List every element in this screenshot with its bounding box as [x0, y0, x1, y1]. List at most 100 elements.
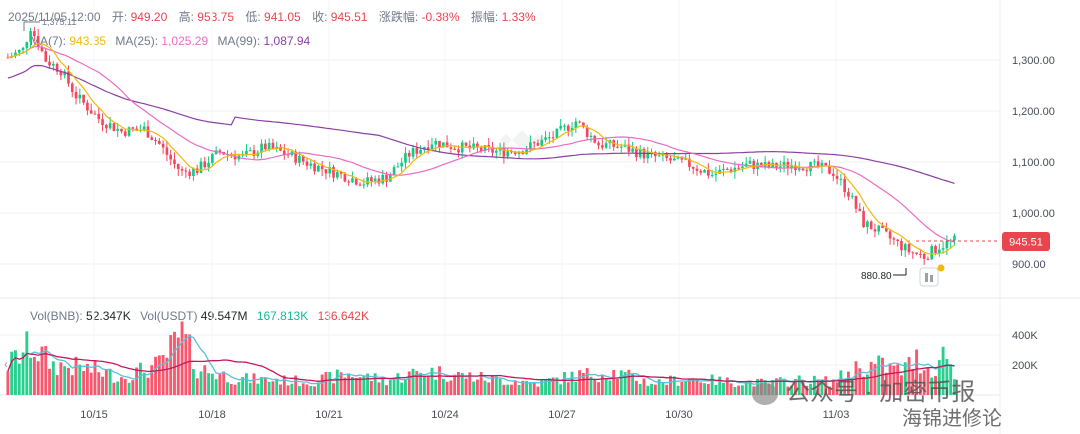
- candle-body: [309, 163, 313, 166]
- volume-bar: [191, 369, 195, 395]
- volume-bar: [286, 385, 290, 395]
- candle-body: [937, 249, 941, 253]
- candle-body: [441, 142, 445, 148]
- volume-bar: [256, 383, 260, 395]
- candle-body: [479, 147, 483, 151]
- time-axis: 10/15 10/18 10/21 10/24 10/27 10/30 11/03: [80, 409, 849, 421]
- volume-bar: [498, 378, 502, 395]
- volume-bar: [528, 382, 532, 395]
- candle-body: [449, 147, 453, 149]
- volume-bar: [555, 377, 559, 395]
- candle-body: [646, 152, 650, 159]
- volume-bar: [294, 375, 298, 395]
- volume-bar: [290, 383, 294, 395]
- low-label: 低:: [245, 10, 261, 24]
- volume-bar: [869, 361, 873, 395]
- volume-bar: [279, 384, 282, 395]
- candle-body: [797, 168, 801, 171]
- volume-bar: [297, 386, 301, 395]
- candle-body: [370, 177, 373, 182]
- candle-body: [953, 235, 956, 241]
- volume-bar: [472, 381, 476, 395]
- scroll-left-icon[interactable]: ‹: [4, 357, 8, 371]
- candle-body: [150, 137, 154, 141]
- volume-bar: [82, 371, 86, 395]
- candle-body: [801, 168, 805, 171]
- volume-bar: [483, 380, 487, 395]
- amplitude-value: 1.33%: [501, 10, 536, 24]
- volume-bar: [797, 375, 801, 395]
- candle-body: [900, 241, 903, 251]
- volume-bar: [199, 371, 203, 395]
- candle-body: [158, 141, 161, 144]
- candle-body: [472, 143, 475, 149]
- volume-bar: [74, 356, 78, 395]
- volume-bar: [248, 382, 252, 395]
- candle-body: [930, 245, 934, 260]
- candle-body: [82, 94, 85, 103]
- candle-body: [411, 148, 415, 157]
- volume-bar: [362, 376, 366, 395]
- candle-body: [494, 150, 498, 153]
- watermark-line-2: 海锦进修论: [902, 402, 1002, 431]
- volume-bar: [926, 367, 930, 395]
- volume-bar: [593, 379, 597, 395]
- candle-body: [835, 175, 839, 179]
- volume-bar: [434, 379, 438, 395]
- volume-bar: [426, 376, 430, 395]
- close-label: 收:: [312, 10, 328, 24]
- volume-bar: [377, 382, 381, 395]
- volume-bar: [392, 378, 396, 395]
- candle-body: [59, 71, 63, 76]
- ohlc-info-bar: 2025/11/05 12:00 开: 949.20 高: 953.75 低: …: [8, 8, 536, 25]
- volume-bar: [608, 380, 612, 395]
- high-value: 953.75: [197, 10, 234, 24]
- volume-bar: [949, 365, 953, 395]
- vol-bnb-value: 52.347K: [86, 309, 131, 323]
- volume-bar: [146, 377, 150, 395]
- volume-bar: [263, 377, 267, 395]
- candle-body: [862, 210, 865, 228]
- candle-body: [438, 140, 441, 148]
- candle-body: [544, 137, 547, 140]
- volume-bar: [229, 384, 233, 395]
- volume-bar: [305, 384, 309, 395]
- volume-bar: [85, 363, 89, 395]
- volume-bar: [320, 374, 324, 395]
- candle-body: [536, 142, 540, 146]
- candle-body: [468, 145, 472, 149]
- min-price-marker: 880.80: [861, 268, 907, 282]
- volume-bar: [793, 379, 797, 395]
- volume-bar: [551, 377, 555, 395]
- candle-body: [582, 122, 585, 127]
- candle-body: [396, 166, 400, 168]
- candle-body: [854, 195, 858, 209]
- candle-body: [525, 149, 528, 155]
- volume-bar: [544, 379, 547, 395]
- volume-bar: [21, 352, 25, 395]
- volume-bar: [422, 376, 426, 395]
- candle-body: [491, 146, 494, 153]
- volume-bar: [381, 376, 385, 395]
- candle-body: [661, 153, 665, 156]
- volume-bar: [744, 380, 748, 395]
- volume-bar: [373, 373, 377, 395]
- volume-bar: [706, 383, 710, 395]
- volume-bar: [684, 381, 688, 395]
- candle-body: [903, 244, 907, 251]
- volume-bar: [900, 375, 903, 395]
- volume-bar: [491, 375, 494, 395]
- volume-bar: [589, 376, 593, 395]
- candle-body: [869, 221, 873, 230]
- candle-body: [566, 125, 570, 131]
- chart-widget-icon[interactable]: [919, 264, 945, 287]
- candle-body: [941, 248, 945, 250]
- volume-tick-label: 200K: [1012, 360, 1038, 372]
- volume-bar: [494, 376, 498, 395]
- candle-body: [585, 126, 589, 137]
- candle-body: [884, 228, 888, 232]
- volume-bar: [631, 374, 635, 395]
- ma99-value: 1,087.94: [263, 34, 311, 48]
- volume-bar: [581, 372, 585, 395]
- volume-bar: [10, 351, 14, 395]
